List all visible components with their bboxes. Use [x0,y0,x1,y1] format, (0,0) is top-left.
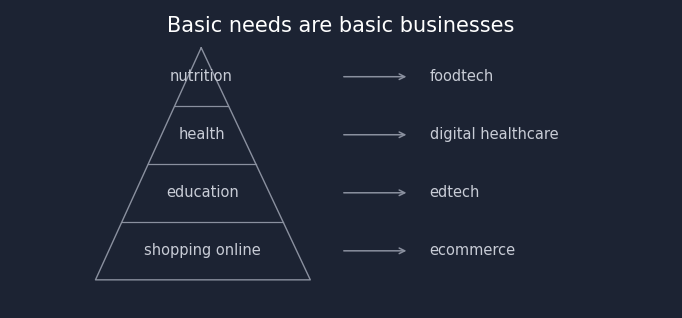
Text: shopping online: shopping online [145,243,261,258]
Text: Basic needs are basic businesses: Basic needs are basic businesses [167,16,515,36]
Text: digital healthcare: digital healthcare [430,127,559,142]
Text: education: education [166,185,239,200]
Text: foodtech: foodtech [430,69,494,84]
Text: edtech: edtech [430,185,480,200]
Text: ecommerce: ecommerce [430,243,516,258]
Text: health: health [179,127,225,142]
Text: nutrition: nutrition [170,69,233,84]
